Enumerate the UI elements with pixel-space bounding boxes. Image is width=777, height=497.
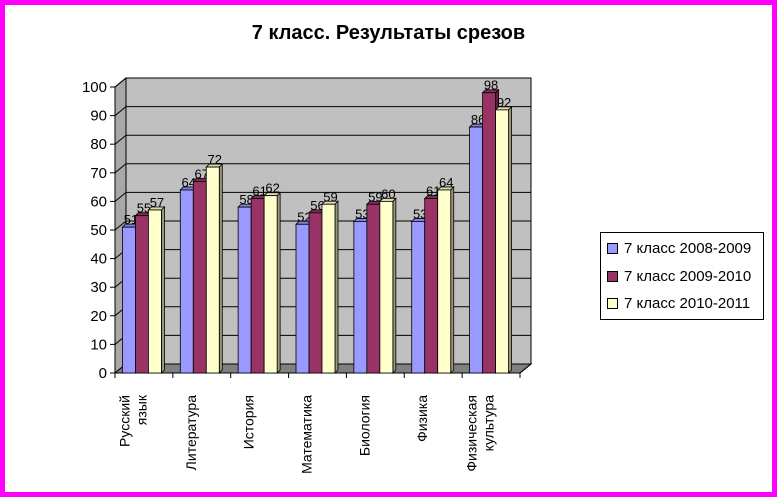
y-tick-label: 90 bbox=[90, 108, 107, 125]
data-label: 58 bbox=[239, 192, 253, 207]
legend-item: 7 класс 2008-2009 bbox=[607, 239, 751, 257]
legend-label: 7 класс 2009-2010 bbox=[624, 267, 752, 285]
data-label: 52 bbox=[297, 209, 311, 224]
data-label: 61 bbox=[426, 184, 440, 199]
legend-label: 7 класс 2008-2009 bbox=[624, 239, 752, 257]
bar-side bbox=[450, 185, 455, 374]
bar bbox=[469, 126, 483, 374]
gridline bbox=[114, 77, 531, 88]
x-tick-label: Литература bbox=[183, 395, 199, 471]
y-tick-label: 80 bbox=[90, 136, 107, 153]
gridline bbox=[114, 191, 531, 202]
x-tick-label: культура bbox=[481, 395, 497, 452]
data-label: 86 bbox=[471, 112, 485, 127]
bar bbox=[321, 203, 336, 374]
legend-swatch bbox=[607, 270, 618, 282]
bar bbox=[482, 92, 496, 374]
bar bbox=[122, 226, 136, 374]
bar bbox=[411, 221, 426, 374]
y-tick-label: 50 bbox=[90, 222, 107, 239]
data-label: 92 bbox=[497, 95, 511, 110]
data-label: 57 bbox=[150, 195, 164, 210]
data-label: 62 bbox=[265, 181, 279, 196]
legend: 7 класс 2008-2009 7 класс 2009-2010 7 кл… bbox=[600, 232, 764, 320]
bar bbox=[353, 221, 368, 374]
legend-swatch bbox=[607, 297, 618, 309]
bar-side bbox=[392, 197, 397, 374]
data-label: 60 bbox=[381, 186, 395, 201]
x-tick-label: История bbox=[241, 395, 257, 449]
data-label: 98 bbox=[484, 78, 498, 93]
data-label: 59 bbox=[323, 189, 337, 204]
bar-side bbox=[508, 105, 512, 374]
bar bbox=[205, 166, 220, 374]
y-tick-label: 100 bbox=[82, 79, 107, 96]
chart-title: 7 класс. Результаты срезов bbox=[251, 22, 526, 44]
y-tick-label: 20 bbox=[90, 308, 107, 325]
data-label: 56 bbox=[310, 198, 324, 213]
x-tick-label: Физическая bbox=[464, 395, 480, 472]
x-tick-label: Биология bbox=[356, 395, 372, 456]
data-label: 67 bbox=[195, 166, 209, 181]
data-label: 72 bbox=[208, 152, 222, 167]
data-label: 55 bbox=[137, 201, 151, 216]
bar bbox=[424, 198, 439, 374]
data-label: 64 bbox=[439, 175, 453, 190]
bar bbox=[308, 212, 323, 374]
gridline bbox=[114, 106, 531, 116]
data-label: 53 bbox=[355, 206, 369, 221]
bar bbox=[250, 198, 265, 374]
y-tick-label: 30 bbox=[90, 279, 107, 296]
bar bbox=[237, 206, 252, 374]
bar bbox=[148, 209, 162, 374]
bar-side bbox=[161, 206, 165, 374]
data-label: 61 bbox=[252, 184, 266, 199]
bar bbox=[263, 195, 278, 374]
bar bbox=[366, 203, 381, 374]
gridline bbox=[114, 163, 531, 174]
x-tick-label: Русский bbox=[116, 395, 132, 447]
data-label: 64 bbox=[182, 175, 196, 190]
bar-side bbox=[334, 200, 339, 374]
y-tick-label: 10 bbox=[90, 336, 107, 353]
x-tick-label: Физика bbox=[414, 395, 430, 442]
bar-side bbox=[276, 191, 281, 374]
y-tick-label: 70 bbox=[90, 165, 107, 182]
bar bbox=[135, 215, 149, 374]
legend-item: 7 класс 2009-2010 bbox=[607, 267, 751, 285]
bar bbox=[192, 180, 207, 374]
y-tick-label: 40 bbox=[90, 251, 107, 268]
y-tick-label: 0 bbox=[99, 365, 107, 382]
x-tick-label: Математика bbox=[299, 395, 315, 474]
bar bbox=[379, 200, 394, 374]
y-tick-label: 60 bbox=[90, 193, 107, 210]
x-tick-label: язык bbox=[133, 394, 149, 425]
legend-swatch bbox=[607, 242, 618, 254]
legend-item: 7 класс 2010-2011 bbox=[607, 294, 750, 312]
bar bbox=[495, 109, 509, 374]
legend-label: 7 класс 2010-2011 bbox=[624, 294, 751, 312]
bar bbox=[295, 223, 310, 374]
data-label: 53 bbox=[413, 206, 427, 221]
bar bbox=[437, 189, 452, 374]
bar bbox=[179, 189, 194, 374]
x-axis-depth bbox=[519, 363, 532, 374]
data-label: 59 bbox=[368, 189, 382, 204]
bar-side bbox=[218, 163, 223, 374]
data-label: 51 bbox=[124, 212, 138, 227]
gridline bbox=[114, 134, 531, 145]
